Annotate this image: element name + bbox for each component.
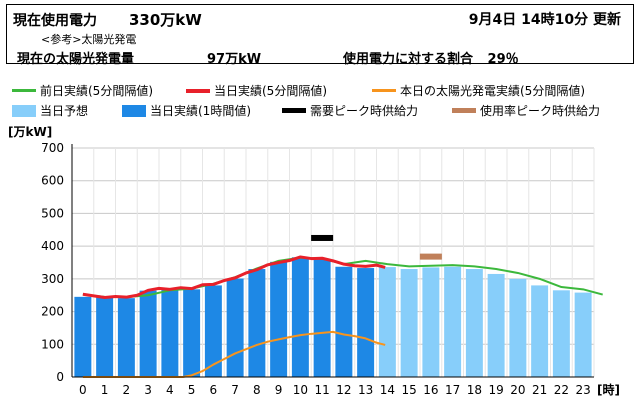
x-tick-label: 6 — [210, 383, 218, 397]
y-tick-label: 300 — [41, 272, 64, 286]
legend-item-forecast: 当日予想 — [12, 102, 88, 119]
x-tick-label: 0 — [79, 383, 87, 397]
x-tick-label: 7 — [231, 383, 239, 397]
bar — [531, 285, 549, 377]
legend-swatch — [186, 88, 210, 93]
x-tick-label: 23 — [575, 383, 590, 397]
legend-item-demand-peak-supply: 需要ピーク時供給力 — [282, 102, 418, 119]
x-tick-label: 14 — [380, 383, 395, 397]
y-tick-label: 0 — [56, 370, 64, 384]
solar-output-label: 現在の太陽光発電量 — [17, 52, 135, 67]
legend-swatch — [452, 108, 476, 113]
bar — [335, 266, 353, 377]
x-tick-label: 13 — [358, 383, 373, 397]
power-usage-chart: 0 100 200 300 400 500 600 700 [万kW] 0 1 2 3 4 5 6 7 8 9 10 1… — [0, 120, 640, 420]
bar — [487, 273, 505, 377]
peak-supply-marker — [419, 253, 442, 260]
bar — [422, 267, 440, 377]
y-tick-label: 100 — [41, 337, 64, 351]
solar-output-value: 97万kW — [207, 52, 262, 67]
y-tick-label: 200 — [41, 305, 64, 319]
current-usage-value: 330万kW — [129, 11, 202, 29]
bar — [139, 290, 157, 377]
status-panel: 現在使用電力 330万kW 9月4日 14時10分 更新 <参考>太陽光発電 現… — [6, 4, 634, 67]
x-tick-label: 10 — [293, 383, 308, 397]
legend-swatch — [12, 89, 36, 92]
bar — [117, 298, 135, 377]
bar — [444, 266, 462, 377]
bar — [96, 297, 114, 377]
x-tick-label: 1 — [101, 383, 109, 397]
bar — [465, 269, 483, 377]
bar — [574, 292, 592, 377]
chart-legend: 前日実績(5分間隔値) 当日実績(5分間隔値) 本日の太陽光発電実績(5分間隔値… — [0, 78, 640, 122]
bar — [270, 261, 288, 377]
solar-ratio-label: 使用電力に対する割合 — [343, 52, 474, 67]
bar — [378, 267, 396, 377]
updated-time: 9月4日 14時10分 更新 — [468, 12, 621, 28]
bar — [204, 285, 222, 377]
bar — [509, 278, 527, 377]
legend-item-today-5min: 当日実績(5分間隔値) — [186, 82, 327, 99]
bar — [248, 269, 266, 377]
y-tick-label: 400 — [41, 239, 64, 253]
solar-ratio: 使用電力に対する割合 29％ — [343, 48, 519, 67]
legend-item-solar: 本日の太陽光発電実績(5分間隔値) — [372, 82, 585, 99]
bar — [226, 278, 244, 377]
x-tick-label: 2 — [123, 383, 131, 397]
y-tick-label: 500 — [41, 206, 64, 220]
x-tick-label: 8 — [253, 383, 261, 397]
x-tick-label: 3 — [144, 383, 152, 397]
x-tick-label: 12 — [336, 383, 351, 397]
x-tick-label: 18 — [467, 383, 482, 397]
bar — [291, 257, 309, 377]
legend-item-usage-peak-supply: 使用率ピーク時供給力 — [452, 102, 600, 119]
solar-ratio-value: 29％ — [487, 52, 519, 67]
peak-supply-marker — [311, 234, 334, 241]
x-tick-label: 21 — [532, 383, 547, 397]
legend-swatch — [372, 89, 396, 92]
legend-swatch — [282, 108, 306, 113]
bar — [161, 289, 179, 377]
x-tick-label: 4 — [166, 383, 174, 397]
y-tick-label: 700 — [41, 141, 64, 155]
bar — [400, 269, 418, 377]
bar — [74, 296, 92, 377]
x-tick-label: 17 — [445, 383, 460, 397]
x-tick-label: 9 — [275, 383, 283, 397]
x-axis-label: [時] — [597, 382, 620, 397]
x-tick-label: 22 — [554, 383, 569, 397]
legend-item-prev-day: 前日実績(5分間隔値) — [12, 82, 153, 99]
y-axis-label: [万kW] — [8, 125, 52, 139]
x-tick-label: 19 — [488, 383, 503, 397]
legend-swatch — [12, 104, 36, 117]
legend-swatch — [122, 104, 146, 117]
x-tick-label: 5 — [188, 383, 196, 397]
x-tick-label: 15 — [401, 383, 416, 397]
y-tick-label: 600 — [41, 174, 64, 188]
bar — [183, 289, 201, 377]
bar — [552, 290, 570, 377]
x-tick-label: 20 — [510, 383, 525, 397]
bar — [313, 259, 331, 377]
current-usage-label: 現在使用電力 — [13, 13, 97, 29]
x-tick-label: 11 — [314, 383, 329, 397]
bar — [357, 268, 375, 377]
legend-item-today-hourly: 当日実績(1時間値) — [122, 102, 251, 119]
reference-note: <参考>太陽光発電 — [41, 33, 137, 46]
series-line — [82, 255, 386, 300]
x-tick-label: 16 — [423, 383, 438, 397]
